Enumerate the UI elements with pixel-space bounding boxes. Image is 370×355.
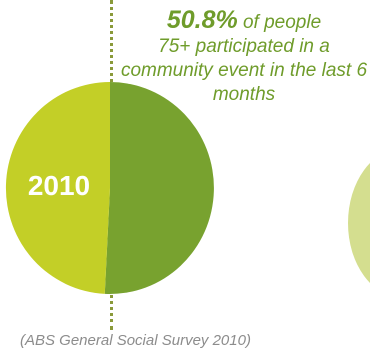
year-label: 2010 (27, 170, 91, 201)
headline-percentage: 50.8% (166, 6, 238, 34)
pie-slice-not-participated (5, 81, 111, 294)
source-citation: (ABS General Social Survey 2010) (20, 332, 251, 349)
headline-annotation: 50.8% of people 75+ participated in a co… (118, 8, 370, 107)
headline-text-start: of people (242, 12, 322, 33)
pie-slice-participated (104, 82, 214, 294)
headline-text-rest: 75+ participated in a community event in… (120, 36, 368, 105)
